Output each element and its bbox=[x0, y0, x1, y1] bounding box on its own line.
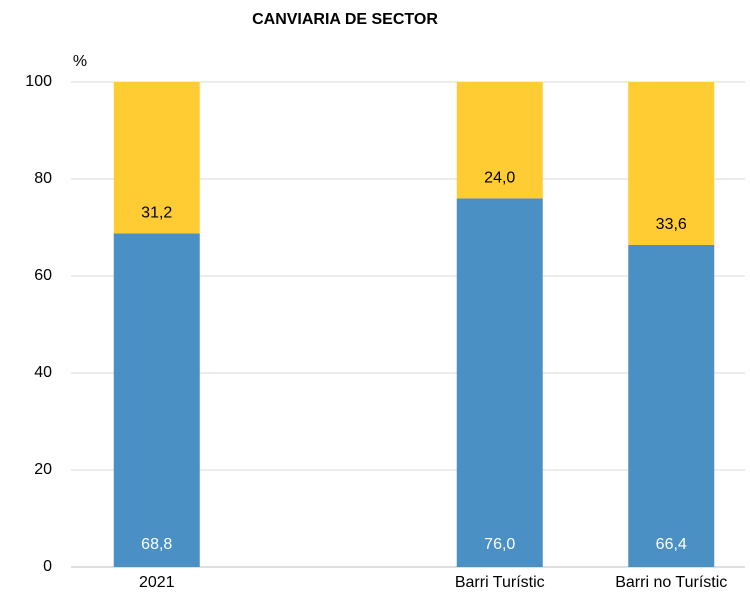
x-tick-label: Barri Turístic bbox=[455, 574, 545, 591]
y-axis-label: % bbox=[73, 53, 87, 70]
data-label: 33,6 bbox=[656, 216, 687, 233]
data-label: 76,0 bbox=[484, 536, 515, 553]
y-tick-label: 40 bbox=[34, 364, 52, 381]
y-tick-label: 20 bbox=[34, 461, 52, 478]
bar-segment bbox=[628, 244, 715, 567]
y-tick-label: 80 bbox=[34, 170, 52, 187]
data-label: 31,2 bbox=[141, 205, 172, 222]
bar-segment bbox=[628, 82, 715, 245]
x-tick-label: 2021 bbox=[139, 574, 175, 591]
chart-title: CANVIARIA DE SECTOR bbox=[252, 11, 438, 28]
y-tick-label: 100 bbox=[25, 73, 52, 90]
bar-segment bbox=[113, 82, 200, 234]
bar-segment bbox=[456, 198, 543, 567]
data-label: 66,4 bbox=[656, 536, 687, 553]
data-label: 68,8 bbox=[141, 536, 172, 553]
y-tick-label: 0 bbox=[43, 558, 52, 575]
y-tick-label: 60 bbox=[34, 267, 52, 284]
data-label: 24,0 bbox=[484, 170, 515, 187]
x-tick-label: Barri no Turístic bbox=[615, 574, 727, 591]
bar-segment bbox=[113, 233, 200, 567]
bar-segment bbox=[456, 82, 543, 199]
